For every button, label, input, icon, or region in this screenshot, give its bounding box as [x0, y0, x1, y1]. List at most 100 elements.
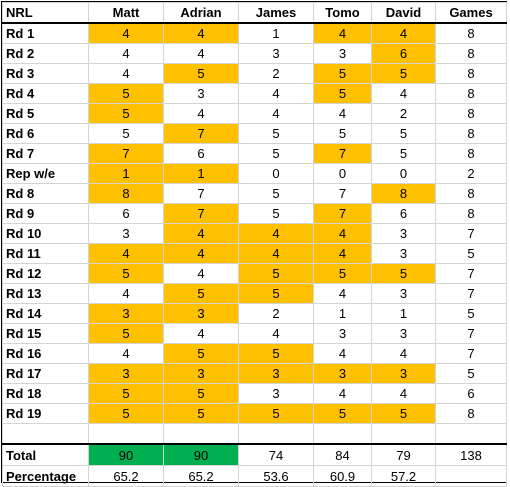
score-cell-james[interactable]: 3	[238, 363, 314, 384]
score-cell-david[interactable]: 5	[371, 143, 436, 164]
blank-cell[interactable]	[88, 423, 164, 445]
score-cell-david[interactable]: 5	[371, 263, 436, 284]
score-cell-matt[interactable]: 7	[88, 143, 164, 164]
percentage-james[interactable]: 53.6	[238, 465, 314, 487]
score-cell-tomo[interactable]: 5	[313, 83, 372, 104]
score-cell-tomo[interactable]: 5	[313, 123, 372, 144]
round-label[interactable]: Rd 2	[2, 43, 89, 64]
blank-cell[interactable]	[2, 423, 89, 445]
percentage-games[interactable]	[435, 465, 507, 487]
score-cell-james[interactable]: 2	[238, 63, 314, 84]
score-cell-tomo[interactable]: 4	[313, 103, 372, 124]
score-cell-david[interactable]: 4	[371, 343, 436, 364]
total-tomo[interactable]: 84	[313, 443, 372, 466]
round-label[interactable]: Rd 12	[2, 263, 89, 284]
score-cell-tomo[interactable]: 1	[313, 303, 372, 324]
score-cell-matt[interactable]: 5	[88, 263, 164, 284]
score-cell-adrian[interactable]: 4	[163, 263, 239, 284]
score-cell-james[interactable]: 5	[238, 283, 314, 304]
blank-cell[interactable]	[371, 423, 436, 445]
score-cell-matt[interactable]: 4	[88, 243, 164, 264]
score-cell-matt[interactable]: 3	[88, 223, 164, 244]
score-cell-james[interactable]: 4	[238, 223, 314, 244]
score-cell-adrian[interactable]: 3	[163, 83, 239, 104]
score-cell-adrian[interactable]: 3	[163, 303, 239, 324]
score-cell-matt[interactable]: 4	[88, 343, 164, 364]
round-label[interactable]: Rd 19	[2, 403, 89, 424]
games-cell[interactable]: 8	[435, 103, 507, 124]
round-label[interactable]: Rd 1	[2, 22, 89, 44]
header-adrian[interactable]: Adrian	[163, 2, 239, 24]
games-cell[interactable]: 5	[435, 303, 507, 324]
round-label[interactable]: Rd 17	[2, 363, 89, 384]
score-cell-tomo[interactable]: 4	[313, 343, 372, 364]
round-label[interactable]: Rd 6	[2, 123, 89, 144]
round-label[interactable]: Rd 16	[2, 343, 89, 364]
games-cell[interactable]: 5	[435, 243, 507, 264]
score-cell-adrian[interactable]: 4	[163, 243, 239, 264]
games-cell[interactable]: 7	[435, 283, 507, 304]
games-cell[interactable]: 8	[435, 123, 507, 144]
blank-cell[interactable]	[163, 423, 239, 445]
round-label[interactable]: Rd 7	[2, 143, 89, 164]
games-cell[interactable]: 5	[435, 363, 507, 384]
blank-cell[interactable]	[435, 423, 507, 445]
score-cell-david[interactable]: 0	[371, 163, 436, 184]
games-cell[interactable]: 7	[435, 323, 507, 344]
score-cell-tomo[interactable]: 4	[313, 243, 372, 264]
corner-cell[interactable]: NRL	[2, 2, 89, 24]
score-cell-adrian[interactable]: 3	[163, 363, 239, 384]
score-cell-james[interactable]: 0	[238, 163, 314, 184]
score-cell-james[interactable]: 2	[238, 303, 314, 324]
score-cell-adrian[interactable]: 5	[163, 63, 239, 84]
score-cell-james[interactable]: 4	[238, 83, 314, 104]
score-cell-david[interactable]: 4	[371, 22, 436, 44]
round-label[interactable]: Rd 9	[2, 203, 89, 224]
round-label[interactable]: Rd 4	[2, 83, 89, 104]
score-cell-matt[interactable]: 5	[88, 103, 164, 124]
score-cell-adrian[interactable]: 7	[163, 183, 239, 204]
score-cell-david[interactable]: 6	[371, 203, 436, 224]
score-cell-matt[interactable]: 6	[88, 203, 164, 224]
score-cell-tomo[interactable]: 4	[313, 283, 372, 304]
score-cell-james[interactable]: 5	[238, 203, 314, 224]
round-label[interactable]: Rd 3	[2, 63, 89, 84]
score-cell-adrian[interactable]: 7	[163, 203, 239, 224]
total-matt[interactable]: 90	[88, 443, 164, 466]
total-david[interactable]: 79	[371, 443, 436, 466]
score-cell-james[interactable]: 4	[238, 323, 314, 344]
games-cell[interactable]: 7	[435, 263, 507, 284]
score-cell-tomo[interactable]: 7	[313, 203, 372, 224]
score-cell-adrian[interactable]: 5	[163, 383, 239, 404]
header-david[interactable]: David	[371, 2, 436, 24]
score-cell-adrian[interactable]: 5	[163, 403, 239, 424]
score-cell-adrian[interactable]: 7	[163, 123, 239, 144]
score-cell-matt[interactable]: 5	[88, 123, 164, 144]
total-adrian[interactable]: 90	[163, 443, 239, 466]
score-cell-tomo[interactable]: 4	[313, 22, 372, 44]
round-label[interactable]: Rd 18	[2, 383, 89, 404]
round-label[interactable]: Rd 5	[2, 103, 89, 124]
score-cell-david[interactable]: 5	[371, 123, 436, 144]
score-cell-james[interactable]: 3	[238, 43, 314, 64]
round-label[interactable]: Rd 8	[2, 183, 89, 204]
score-cell-adrian[interactable]: 5	[163, 283, 239, 304]
blank-cell[interactable]	[238, 423, 314, 445]
score-cell-matt[interactable]: 8	[88, 183, 164, 204]
score-cell-david[interactable]: 3	[371, 323, 436, 344]
games-cell[interactable]: 8	[435, 143, 507, 164]
round-label[interactable]: Rd 15	[2, 323, 89, 344]
header-tomo[interactable]: Tomo	[313, 2, 372, 24]
score-cell-tomo[interactable]: 4	[313, 223, 372, 244]
games-cell[interactable]: 8	[435, 203, 507, 224]
percentage-david[interactable]: 57.2	[371, 465, 436, 487]
score-cell-david[interactable]: 3	[371, 363, 436, 384]
score-cell-matt[interactable]: 5	[88, 323, 164, 344]
score-cell-tomo[interactable]: 0	[313, 163, 372, 184]
games-cell[interactable]: 8	[435, 63, 507, 84]
score-cell-david[interactable]: 2	[371, 103, 436, 124]
score-cell-matt[interactable]: 3	[88, 303, 164, 324]
percentage-tomo[interactable]: 60.9	[313, 465, 372, 487]
round-label[interactable]: Rd 10	[2, 223, 89, 244]
score-cell-david[interactable]: 3	[371, 243, 436, 264]
